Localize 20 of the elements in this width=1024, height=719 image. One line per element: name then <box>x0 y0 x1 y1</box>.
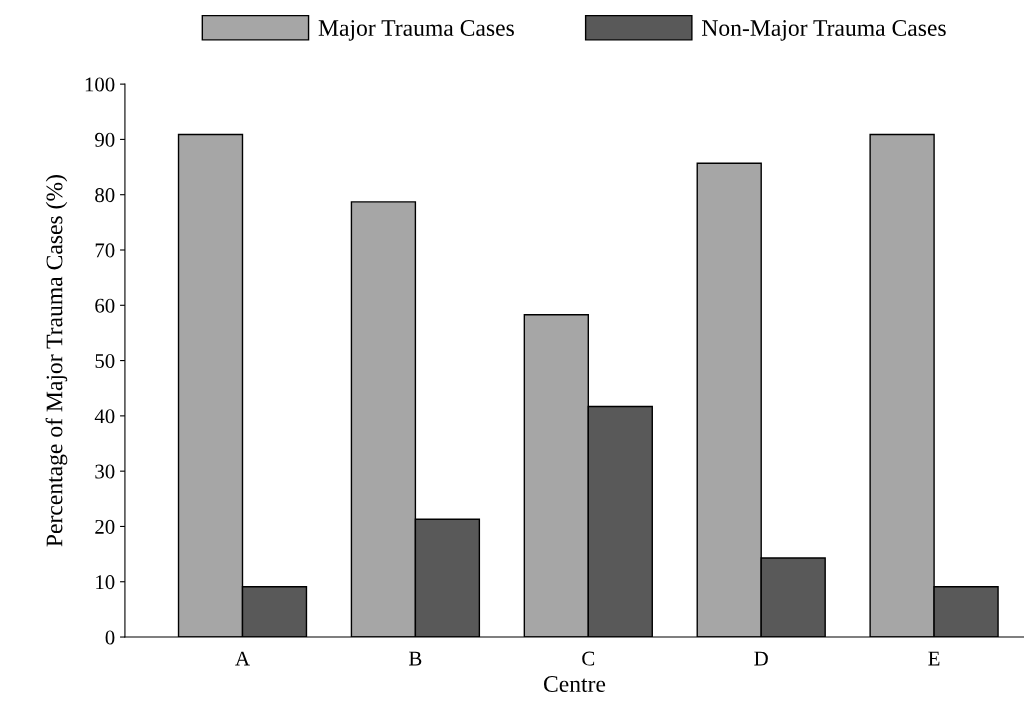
y-tick-label: 70 <box>95 243 115 258</box>
y-tick-label: 10 <box>96 575 115 590</box>
y-tick-label: 90 <box>95 132 115 147</box>
x-tick-label: A <box>235 651 250 666</box>
legend-label: Major Trauma Cases <box>318 20 514 41</box>
x-tick-label: D <box>754 651 768 666</box>
x-tick-label: B <box>409 651 422 666</box>
legend-label: Non-Major Trauma Cases <box>701 20 946 41</box>
y-tick-label: 40 <box>94 409 115 424</box>
x-tick-label: C <box>582 651 595 666</box>
y-tick-label: 100 <box>85 77 115 92</box>
y-tick-label: 50 <box>95 353 115 369</box>
y-tick-label: 20 <box>95 519 115 534</box>
x-tick-label: E <box>928 651 940 666</box>
y-axis-title: Percentage of Major Trauma Cases (%) <box>45 175 68 547</box>
y-tick-label: 80 <box>95 188 115 203</box>
y-tick-label: 30 <box>95 464 115 479</box>
y-tick-label: 60 <box>95 298 115 313</box>
x-axis-title: Centre <box>543 676 606 692</box>
y-tick-label: 0 <box>105 630 115 645</box>
